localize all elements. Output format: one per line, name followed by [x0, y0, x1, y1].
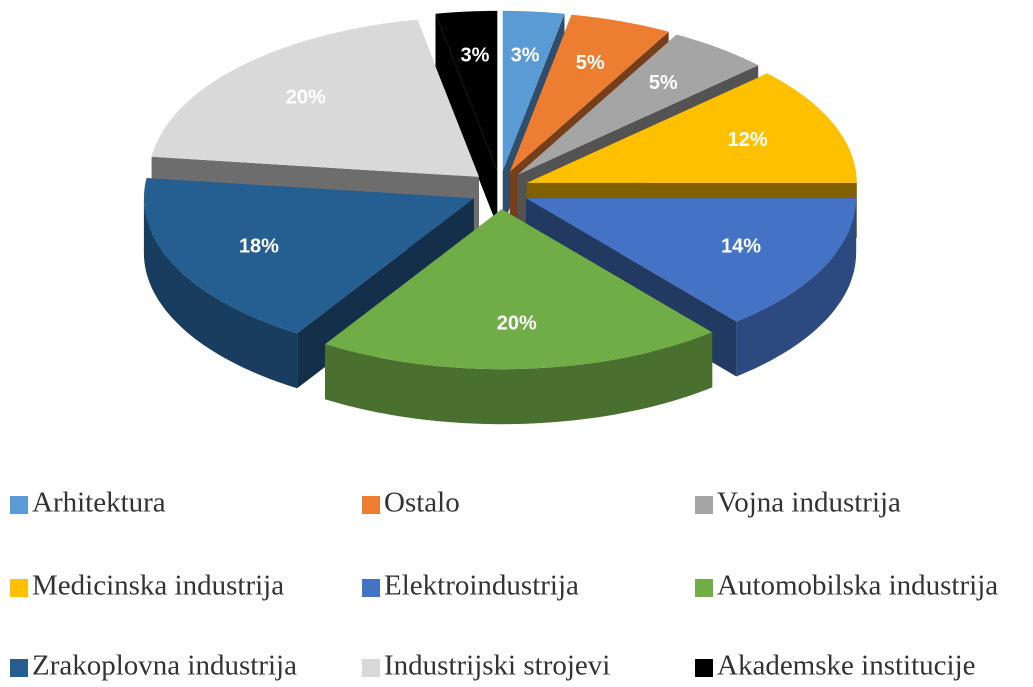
data-label: 14% [721, 236, 761, 258]
slice [151, 19, 479, 177]
legend-label: Industrijski strojevi [384, 650, 610, 682]
slice [502, 10, 565, 171]
slice-side [325, 332, 713, 425]
legend-label: Automobilska industrija [717, 570, 998, 602]
slice [325, 209, 713, 370]
slice [517, 34, 759, 175]
legend-swatch [362, 496, 380, 514]
legend-swatch [362, 659, 380, 677]
slice [435, 10, 498, 171]
pie-tops [143, 10, 857, 370]
legend-label: Zrakoplovna industrija [32, 650, 297, 682]
legend-label: Vojna industrija [717, 487, 901, 519]
legend-label: Arhitektura [32, 487, 166, 519]
legend-swatch [362, 579, 380, 597]
data-label: 12% [728, 129, 768, 151]
legend-swatch [10, 579, 28, 597]
legend-label: Akademske institucije [717, 650, 976, 682]
slice-side [736, 198, 857, 377]
slice-side [143, 198, 298, 389]
legend-swatch [695, 496, 713, 514]
legend-label: Ostalo [384, 487, 460, 519]
data-label: 5% [576, 52, 605, 74]
legend-swatch [10, 659, 28, 677]
slice [509, 14, 669, 172]
data-label: 18% [239, 236, 279, 258]
legend-label: Elektroindustrija [384, 570, 579, 602]
slice [143, 178, 474, 334]
data-label: 5% [649, 72, 678, 94]
data-label: 20% [286, 86, 326, 108]
legend-swatch [695, 579, 713, 597]
data-label: 20% [497, 312, 537, 334]
data-label: 3% [460, 44, 489, 66]
legend-swatch [695, 659, 713, 677]
legend-label: Medicinska industrija [32, 570, 284, 602]
legend-swatch [10, 496, 28, 514]
slice [526, 198, 857, 322]
slice [526, 73, 857, 183]
data-label: 3% [511, 44, 540, 66]
slice-side [435, 13, 498, 226]
